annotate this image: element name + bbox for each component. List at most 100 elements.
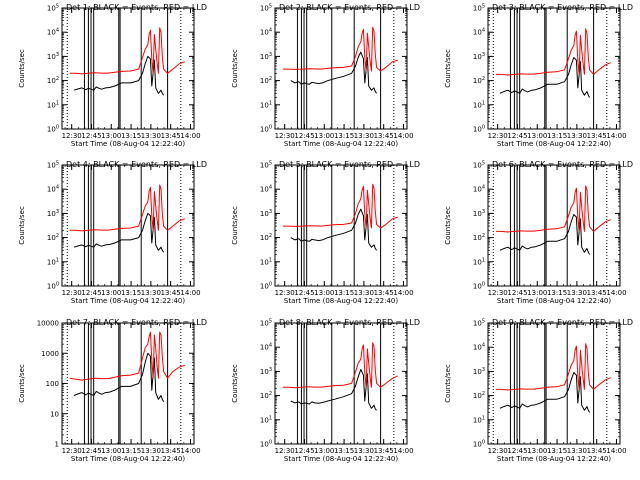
y-tick-label: 102 — [473, 76, 485, 85]
y-axis-label: Counts/sec — [444, 364, 452, 403]
panel-det-7: 1 10 100 1000 10000 12:30 12:45 13:00 13:15 13:30… — [18, 318, 207, 463]
y-tick-label: 1000 — [41, 350, 59, 358]
x-tick-label: 12:45 — [507, 289, 527, 297]
series-line-events — [290, 208, 377, 251]
y-tick-label: 102 — [260, 391, 272, 400]
plot-title: Det 2: BLACK = Events, RED = LLD — [279, 3, 420, 12]
x-tick-label: 13:45 — [374, 132, 394, 140]
y-tick-label: 103 — [47, 52, 59, 61]
x-axis-label: Start Time (08-Aug-04 12:22:40) — [71, 297, 185, 305]
series-line-events — [499, 57, 591, 98]
series-line-events — [73, 212, 165, 253]
x-tick-label: 13:45 — [161, 132, 181, 140]
y-tick-label: 103 — [260, 367, 272, 376]
y-tick-label: 105 — [260, 319, 272, 328]
y-axis-label: Counts/sec — [18, 206, 26, 245]
y-tick-label: 100 — [47, 125, 59, 134]
x-tick-label: 14:00 — [180, 132, 200, 140]
y-tick-label: 105 — [260, 4, 272, 13]
y-tick-label: 101 — [473, 257, 485, 266]
y-tick-label: 104 — [473, 28, 485, 37]
series-line-events — [73, 352, 165, 402]
plot-title: Det 5: BLACK = Events, RED = LLD — [279, 160, 420, 169]
x-axis-label: Start Time (08-Aug-04 12:22:40) — [497, 297, 611, 305]
y-tick-label: 102 — [260, 76, 272, 85]
y-tick-label: 103 — [260, 209, 272, 218]
series-line-lld — [69, 184, 185, 232]
x-tick-label: 12:45 — [81, 289, 101, 297]
y-tick-label: 104 — [47, 28, 59, 37]
x-tick-label: 13:15 — [547, 289, 567, 297]
x-tick-label: 12:45 — [294, 132, 314, 140]
x-tick-label: 12:30 — [62, 132, 82, 140]
x-tick-label: 13:15 — [121, 132, 141, 140]
x-tick-label: 13:45 — [161, 289, 181, 297]
x-tick-label: 13:45 — [161, 447, 181, 455]
x-axis-label: Start Time (08-Aug-04 12:22:40) — [71, 140, 185, 148]
x-tick-label: 14:00 — [606, 132, 626, 140]
x-tick-label: 13:45 — [374, 289, 394, 297]
x-tick-label: 13:00 — [527, 132, 547, 140]
x-tick-label: 13:00 — [101, 289, 121, 297]
series-line-events — [73, 55, 165, 96]
plot-title: Det 8: BLACK = Events, RED = LLD — [279, 318, 420, 327]
x-tick-label: 13:15 — [121, 447, 141, 455]
series-line-events — [499, 372, 591, 413]
plot-frame — [274, 322, 408, 445]
x-tick-label: 13:30 — [141, 447, 161, 455]
x-tick-label: 13:45 — [587, 447, 607, 455]
plot-frame — [274, 7, 408, 130]
x-tick-label: 13:45 — [587, 132, 607, 140]
x-tick-label: 13:15 — [547, 447, 567, 455]
x-tick-label: 13:00 — [527, 289, 547, 297]
x-tick-label: 12:30 — [62, 447, 82, 455]
y-tick-label: 104 — [47, 185, 59, 194]
y-axis-label: Counts/sec — [444, 206, 452, 245]
y-tick-label: 102 — [473, 233, 485, 242]
y-tick-label: 105 — [473, 4, 485, 13]
y-tick-label: 102 — [473, 391, 485, 400]
y-tick-label: 103 — [473, 367, 485, 376]
x-tick-label: 13:15 — [334, 447, 354, 455]
plot-title: Det 3: BLACK = Events, RED = LLD — [492, 3, 633, 12]
y-axis-label: Counts/sec — [231, 364, 239, 403]
x-tick-label: 12:30 — [488, 447, 508, 455]
y-tick-label: 102 — [260, 233, 272, 242]
series-line-lld — [495, 185, 611, 233]
x-tick-label: 13:30 — [567, 447, 587, 455]
x-tick-label: 12:45 — [507, 132, 527, 140]
x-tick-label: 14:00 — [180, 447, 200, 455]
x-tick-label: 14:00 — [393, 447, 413, 455]
y-tick-label: 105 — [260, 161, 272, 170]
x-axis-label: Start Time (08-Aug-04 12:22:40) — [284, 455, 398, 463]
x-tick-label: 13:00 — [314, 289, 334, 297]
y-tick-label: 105 — [47, 161, 59, 170]
plot-title: Det 4: BLACK = Events, RED = LLD — [66, 160, 207, 169]
x-axis-label: Start Time (08-Aug-04 12:22:40) — [284, 140, 398, 148]
x-tick-label: 13:30 — [567, 289, 587, 297]
x-tick-label: 13:45 — [374, 447, 394, 455]
y-tick-label: 103 — [473, 209, 485, 218]
y-axis-label: Counts/sec — [231, 49, 239, 88]
plot-frame — [274, 164, 408, 287]
x-axis-label: Start Time (08-Aug-04 12:22:40) — [497, 140, 611, 148]
y-tick-label: 101 — [47, 100, 59, 109]
y-tick-label: 105 — [473, 161, 485, 170]
x-tick-label: 14:00 — [606, 447, 626, 455]
series-line-lld — [495, 343, 611, 391]
series-line-events — [290, 369, 377, 411]
y-tick-label: 101 — [260, 100, 272, 109]
y-tick-label: 100 — [473, 440, 485, 449]
x-tick-label: 12:30 — [275, 447, 295, 455]
plot-frame — [61, 7, 195, 130]
series-line-events — [290, 51, 377, 94]
x-tick-label: 14:00 — [180, 289, 200, 297]
plot-title: Det 6: BLACK = Events, RED = LLD — [492, 160, 633, 169]
y-tick-label: 10 — [50, 410, 59, 418]
y-tick-label: 102 — [47, 76, 59, 85]
y-tick-label: 1 — [55, 441, 59, 449]
x-tick-label: 12:45 — [81, 447, 101, 455]
